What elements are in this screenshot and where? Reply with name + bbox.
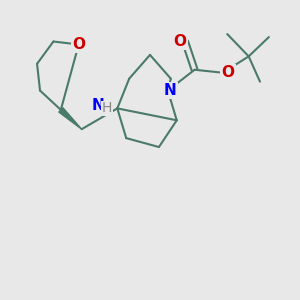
Polygon shape: [59, 108, 82, 129]
Text: O: O: [72, 37, 85, 52]
Text: O: O: [222, 65, 235, 80]
Text: O: O: [173, 34, 186, 49]
Text: N: N: [92, 98, 104, 113]
Text: H: H: [102, 101, 112, 116]
Text: N: N: [164, 83, 177, 98]
